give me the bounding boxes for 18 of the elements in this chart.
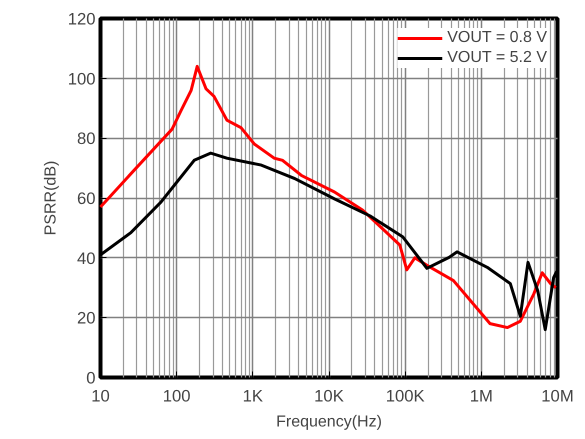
y-tick-label: 0 [86, 368, 96, 388]
legend-label: VOUT = 5.2 V [447, 49, 547, 67]
x-tick-label: 10K [314, 386, 344, 406]
x-tick-label: 10 [91, 386, 110, 406]
y-tick-label: 80 [76, 129, 96, 148]
x-tick-label: 100K [386, 386, 425, 406]
x-tick-label: 1K [242, 386, 264, 406]
x-tick-label: 1M [470, 386, 493, 406]
y-tick-label: 100 [68, 69, 96, 88]
y-tick-label: 60 [76, 189, 96, 208]
x-tick-label: 10M [541, 386, 574, 406]
legend-label: VOUT = 0.8 V [447, 29, 547, 47]
x-tick-label: 100 [162, 386, 191, 406]
y-tick-label: 120 [68, 10, 96, 28]
y-tick-label: 40 [76, 248, 96, 268]
x-axis-title: Frequency(Hz) [276, 414, 382, 430]
y-axis-title: PSRR(dB) [42, 160, 60, 236]
y-tick-label: 20 [76, 308, 96, 328]
